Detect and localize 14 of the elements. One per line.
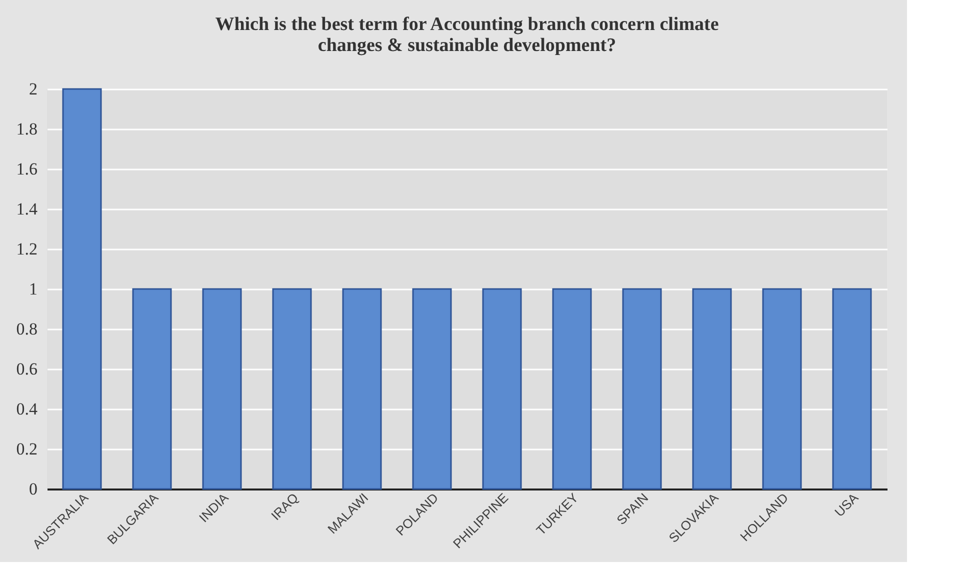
- y-tick-label: 0.2: [16, 440, 38, 458]
- y-tick-label: 0.8: [16, 320, 38, 338]
- y-tick-label: 1: [29, 280, 38, 298]
- y-tick-label: 0.6: [16, 360, 38, 378]
- y-tick-label: 1.2: [16, 240, 38, 258]
- y-tick-label: 0: [29, 480, 38, 498]
- text: Which is the best term for Accounting branch concern climate: [215, 14, 719, 35]
- text: changes & sustainable development?: [318, 35, 616, 56]
- y-tick-label: 1.8: [16, 120, 38, 138]
- y-tick-label: 1.6: [16, 160, 38, 178]
- y-tick-label: 0.4: [16, 400, 38, 418]
- y-tick-label: 1.4: [16, 200, 38, 218]
- x-tick-label: USA: [832, 490, 862, 520]
- y-tick-label: 2: [29, 80, 38, 98]
